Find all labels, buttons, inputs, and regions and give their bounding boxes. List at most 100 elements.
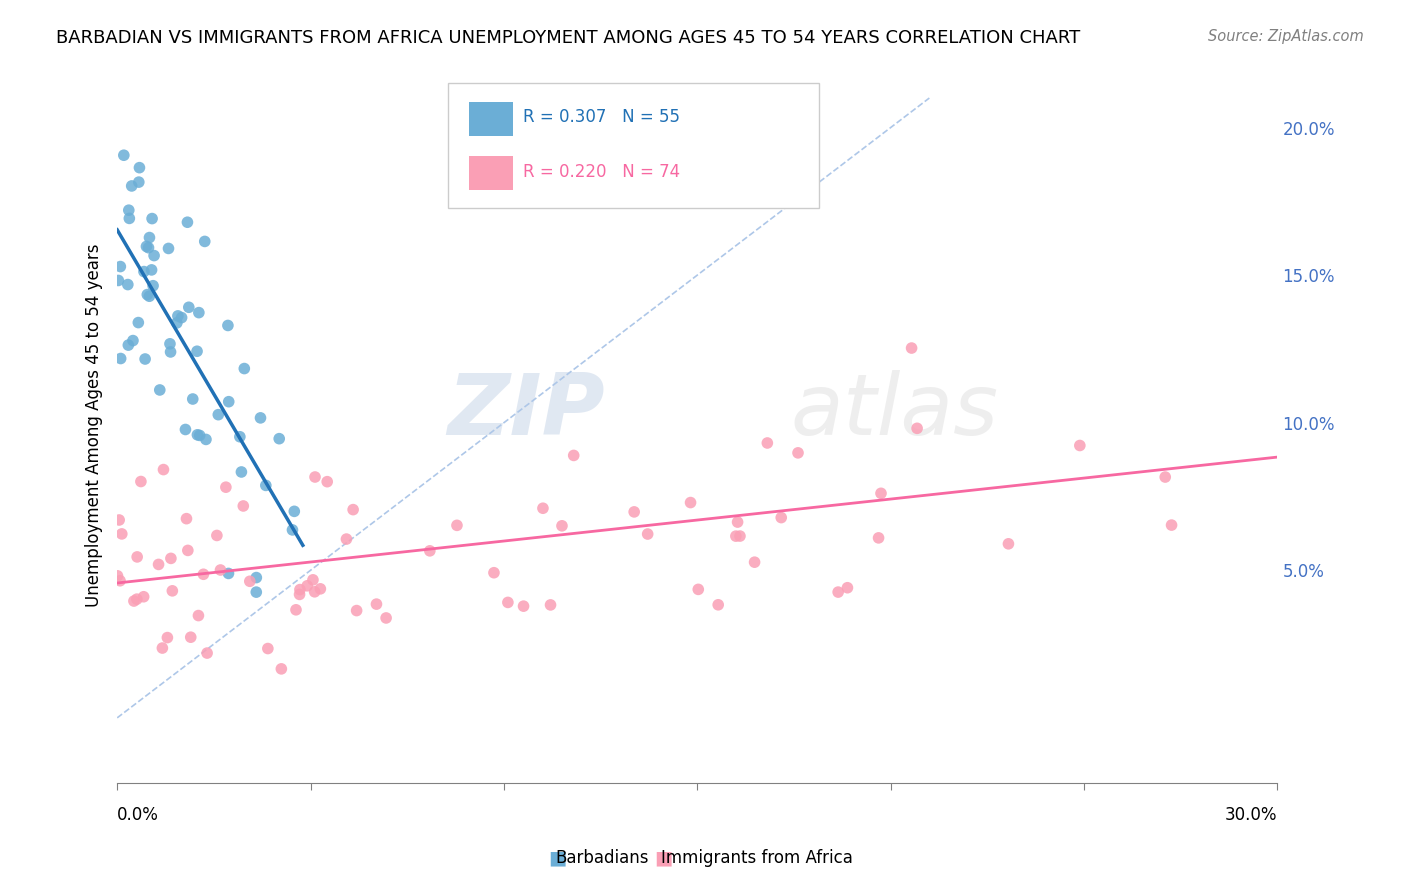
Point xyxy=(679,495,702,509)
Point xyxy=(1160,518,1182,533)
Point xyxy=(166,316,188,330)
Point xyxy=(148,558,170,572)
Point xyxy=(342,502,364,516)
Point xyxy=(181,392,204,406)
FancyBboxPatch shape xyxy=(449,83,820,208)
Point xyxy=(512,599,534,614)
Point xyxy=(218,566,240,581)
Point xyxy=(233,361,256,376)
Point xyxy=(218,394,240,409)
Point xyxy=(446,518,468,533)
Text: ZIP: ZIP xyxy=(447,370,605,453)
Point xyxy=(707,598,730,612)
Point xyxy=(194,235,217,249)
Point xyxy=(688,582,710,597)
Point xyxy=(108,513,131,527)
Point xyxy=(128,175,150,189)
Point xyxy=(127,316,149,330)
Point xyxy=(531,501,554,516)
Point xyxy=(254,478,277,492)
Point xyxy=(239,574,262,589)
Bar xyxy=(468,102,513,136)
Text: BARBADIAN VS IMMIGRANTS FROM AFRICA UNEMPLOYMENT AMONG AGES 45 TO 54 YEARS CORRE: BARBADIAN VS IMMIGRANTS FROM AFRICA UNEM… xyxy=(56,29,1080,46)
Point xyxy=(138,289,160,303)
Point xyxy=(117,277,139,292)
Point xyxy=(288,582,311,597)
Point xyxy=(136,287,159,301)
Point xyxy=(787,446,810,460)
Point xyxy=(1154,470,1177,484)
Point xyxy=(186,344,208,359)
Point xyxy=(316,475,339,489)
Point xyxy=(269,432,291,446)
Point xyxy=(868,531,890,545)
Point xyxy=(143,249,166,263)
Point xyxy=(257,641,280,656)
Point xyxy=(744,555,766,569)
Point xyxy=(195,646,218,660)
Point xyxy=(110,351,132,366)
Point xyxy=(231,465,253,479)
Point xyxy=(112,148,135,162)
Point xyxy=(138,241,160,255)
Point xyxy=(160,551,183,566)
Point xyxy=(335,532,357,546)
Point xyxy=(997,537,1019,551)
Point xyxy=(827,585,849,599)
Point xyxy=(141,211,163,226)
Bar xyxy=(468,156,513,190)
Point xyxy=(138,230,160,244)
Point xyxy=(134,351,156,366)
Point xyxy=(215,480,238,494)
Point xyxy=(205,528,228,542)
Point xyxy=(159,336,181,351)
Point xyxy=(770,510,793,524)
Text: 0.0%: 0.0% xyxy=(117,806,159,824)
Point xyxy=(419,544,441,558)
Point xyxy=(217,318,239,333)
Point xyxy=(346,604,368,618)
Point xyxy=(142,278,165,293)
Point xyxy=(110,260,132,274)
Y-axis label: Unemployment Among Ages 45 to 54 years: Unemployment Among Ages 45 to 54 years xyxy=(86,244,103,607)
Point xyxy=(637,527,659,541)
Text: R = 0.307   N = 55: R = 0.307 N = 55 xyxy=(523,108,681,126)
Point xyxy=(162,583,184,598)
Point xyxy=(122,594,145,608)
Point xyxy=(229,430,252,444)
Point xyxy=(121,178,143,193)
Point xyxy=(132,590,155,604)
Point xyxy=(285,603,308,617)
Point xyxy=(187,305,209,319)
Point xyxy=(482,566,505,580)
Point xyxy=(167,309,190,323)
Point xyxy=(232,499,254,513)
Point xyxy=(837,581,859,595)
Point xyxy=(870,486,893,500)
Point xyxy=(281,523,304,537)
Point xyxy=(149,383,172,397)
Point xyxy=(118,211,141,226)
Point xyxy=(177,543,200,558)
Point xyxy=(304,584,326,599)
Point xyxy=(176,215,198,229)
Point xyxy=(107,273,129,287)
Point xyxy=(724,529,747,543)
Point xyxy=(117,338,139,352)
Text: 30.0%: 30.0% xyxy=(1225,806,1278,824)
Point xyxy=(375,611,398,625)
Point xyxy=(245,571,267,585)
Text: ■: ■ xyxy=(654,848,672,867)
Point xyxy=(900,341,922,355)
Point xyxy=(156,631,179,645)
Point xyxy=(177,300,200,314)
Point xyxy=(141,263,163,277)
Point xyxy=(270,662,292,676)
Point xyxy=(562,449,585,463)
Point xyxy=(187,608,209,623)
Point xyxy=(128,161,150,175)
Point xyxy=(283,504,305,518)
Point xyxy=(245,585,267,599)
Point xyxy=(176,511,198,525)
Point xyxy=(127,549,149,564)
